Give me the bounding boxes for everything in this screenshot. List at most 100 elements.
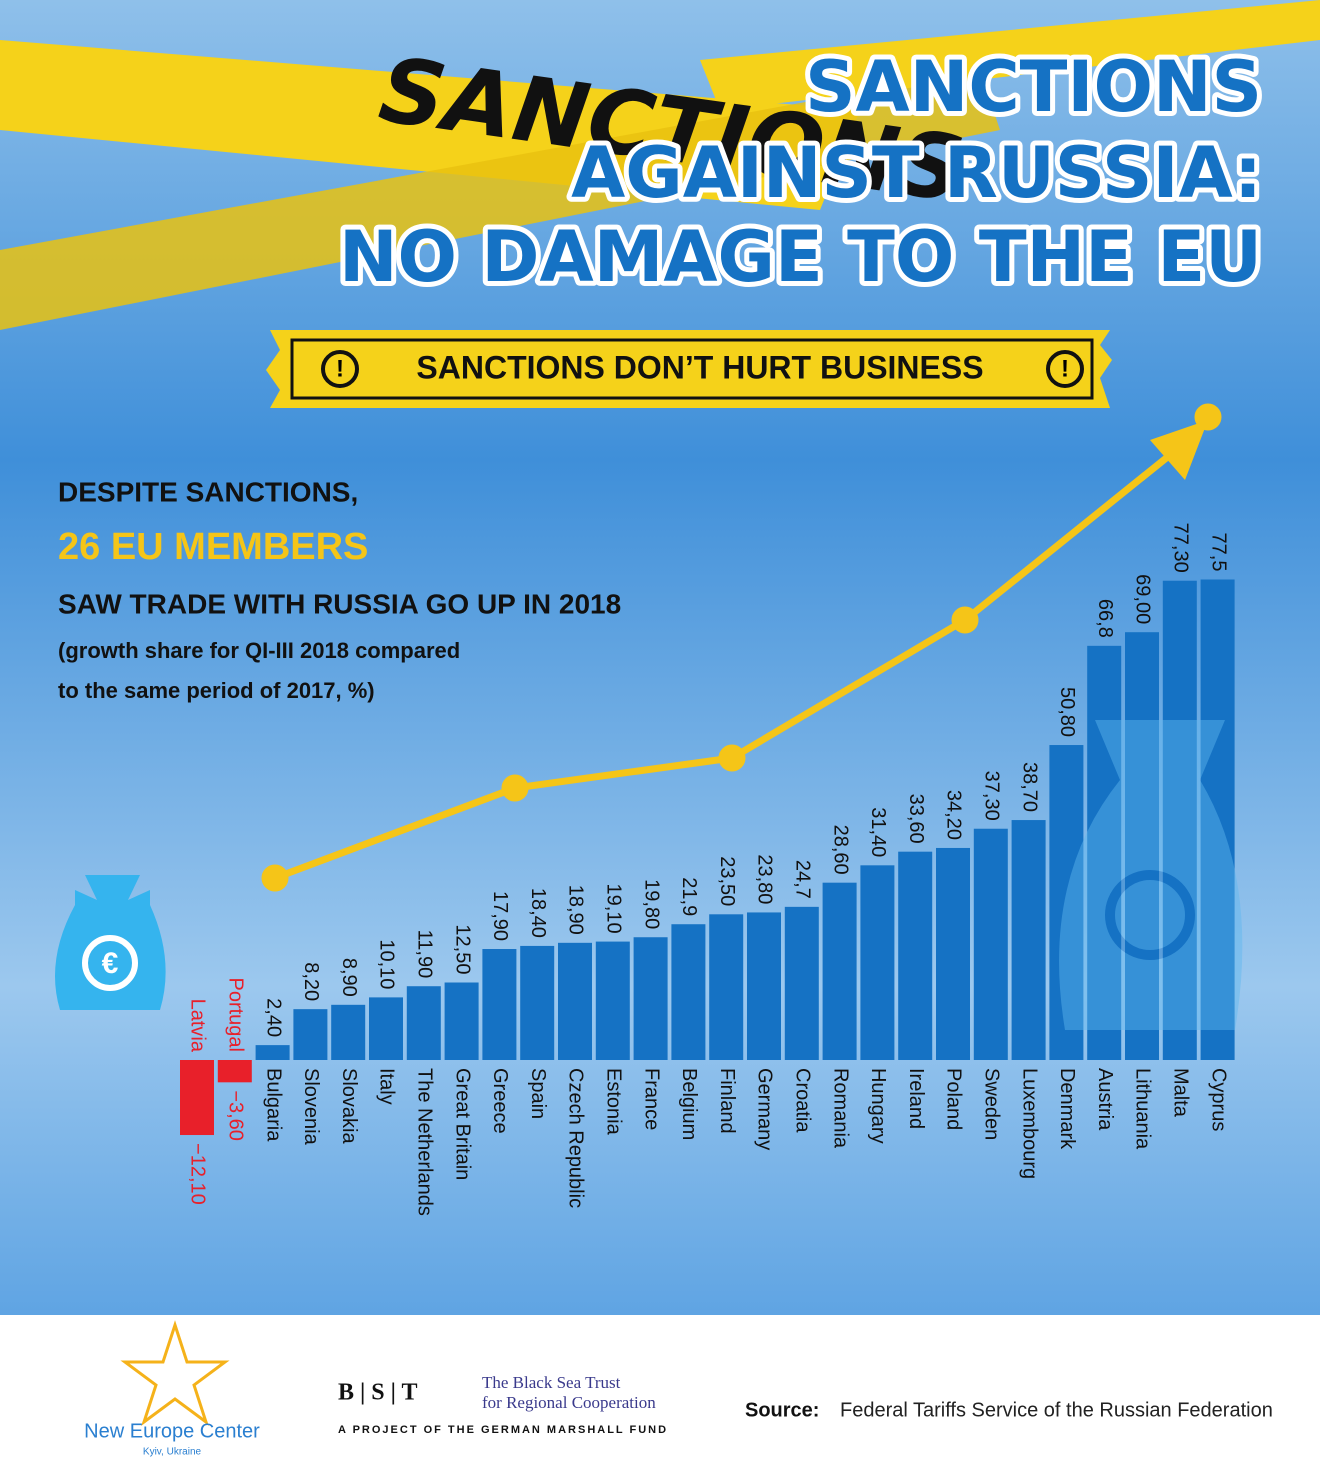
category-label: Sweden [981, 1068, 1003, 1140]
logo-star [120, 1320, 230, 1427]
value-label: 11,90 [414, 930, 436, 979]
category-label: Ireland [905, 1068, 927, 1129]
value-label: 34,20 [943, 790, 965, 840]
category-label: Great Britain [451, 1068, 473, 1180]
category-label: Croatia [792, 1068, 814, 1133]
bar [1200, 579, 1235, 1060]
title-line: AGAINST RUSSIA: [571, 132, 1262, 214]
category-label: Malta [1170, 1068, 1192, 1118]
category-label: Portugal [225, 978, 247, 1053]
value-label: 28,60 [829, 825, 851, 875]
money-bag-icon: € [55, 875, 166, 1010]
category-label: Finland [716, 1068, 738, 1134]
category-label: Slovakia [338, 1068, 360, 1144]
value-label: 37,30 [981, 771, 1003, 821]
subtitle-line: SAW TRADE WITH RUSSIA GO UP IN 2018 [58, 588, 621, 619]
bar [860, 865, 895, 1060]
bar [595, 941, 630, 1060]
subtitle-line: DESPITE SANCTIONS, [58, 476, 358, 507]
value-label: 12,50 [451, 924, 473, 974]
value-label: 18,40 [527, 888, 549, 938]
category-label: Poland [943, 1068, 965, 1130]
bar [898, 851, 933, 1060]
value-label: 77,30 [1170, 523, 1192, 573]
category-label: Germany [754, 1068, 776, 1150]
title-line: NO DAMAGE TO THE EU [339, 216, 1262, 298]
category-label: Bulgaria [262, 1068, 284, 1142]
bar [1087, 645, 1122, 1060]
bar [973, 828, 1008, 1060]
category-label: Lithuania [1132, 1068, 1154, 1150]
value-label: 23,50 [716, 856, 738, 906]
category-label: Greece [489, 1068, 511, 1134]
bar [180, 1060, 214, 1136]
banner-text: SANCTIONS DON’T HURT BUSINESS [416, 349, 983, 385]
value-label: 17,90 [489, 891, 511, 941]
category-label: Italy [376, 1068, 398, 1105]
category-label: Latvia [187, 999, 209, 1053]
bar [936, 847, 970, 1060]
bar [1049, 745, 1084, 1060]
category-label: Belgium [678, 1068, 700, 1140]
value-label: 21,9 [678, 877, 700, 916]
bar [822, 882, 857, 1060]
value-label: 66,8 [1094, 599, 1116, 638]
banner: ! ! SANCTIONS DON’T HURT BUSINESS [266, 330, 1112, 408]
bar [406, 986, 441, 1060]
value-label: 19,10 [603, 884, 625, 934]
category-label: Romania [829, 1068, 851, 1149]
bar [331, 1004, 366, 1060]
value-label: 18,90 [565, 885, 587, 935]
value-label: 24,7 [792, 860, 814, 899]
source-label: Source: [745, 1399, 819, 1421]
title-line: SANCTIONS [805, 46, 1262, 128]
org-tagline: A PROJECT OF THE GERMAN MARSHALL FUND [338, 1424, 668, 1436]
category-label: France [640, 1068, 662, 1130]
category-label: Spain [527, 1068, 549, 1119]
org-name: New Europe Center [84, 1420, 260, 1442]
value-label: 50,80 [1056, 687, 1078, 737]
category-label: Austria [1094, 1068, 1116, 1131]
bar [482, 949, 517, 1060]
category-label: Luxembourg [1018, 1068, 1040, 1179]
source-text: Federal Tariffs Service of the Russian F… [840, 1399, 1273, 1421]
footer [0, 1315, 1320, 1469]
bar [671, 924, 706, 1060]
subtitle-highlight: 26 EU MEMBERS [58, 526, 368, 568]
svg-text:!: ! [336, 355, 344, 382]
org-place: Kyiv, Ukraine [143, 1447, 202, 1458]
value-label: −12,10 [187, 1143, 209, 1205]
bar [709, 914, 744, 1060]
category-label: Czech Republic [565, 1068, 587, 1208]
svg-text:!: ! [1061, 355, 1069, 382]
value-label: 69,00 [1132, 574, 1154, 624]
value-label: 8,20 [300, 962, 322, 1001]
bar [558, 942, 592, 1060]
org-logo: B | S | T [338, 1380, 418, 1406]
value-label: 31,40 [867, 807, 889, 857]
bar [369, 997, 403, 1060]
category-label: Denmark [1056, 1068, 1078, 1150]
tape-decor: SANCTIONS [0, 0, 1320, 330]
bars: −12,10 Latvia −3,60 Portugal 2,40 Bulgaria 8,2… [180, 523, 1235, 1216]
value-label: 38,70 [1018, 762, 1040, 812]
category-label: Estonia [603, 1068, 625, 1136]
bar [444, 982, 479, 1060]
org-name: for Regional Cooperation [482, 1393, 656, 1412]
bar [217, 1060, 252, 1083]
svg-text:€: € [102, 947, 119, 980]
category-label: Cyprus [1207, 1068, 1229, 1131]
value-label: 8,90 [338, 958, 360, 997]
value-label: 19,80 [640, 879, 662, 929]
note-line: to the same period of 2017, %) [58, 678, 375, 703]
bar [1125, 632, 1159, 1060]
note-line: (growth share for QI-III 2018 compared [58, 638, 460, 663]
value-label: 33,60 [905, 794, 927, 844]
org-name: The Black Sea Trust [482, 1373, 621, 1392]
value-label: −3,60 [225, 1090, 247, 1141]
trend-arrow [261, 403, 1222, 892]
money-bag-overlay [1059, 720, 1243, 1030]
category-label: Slovenia [300, 1068, 322, 1146]
bar [255, 1045, 290, 1060]
